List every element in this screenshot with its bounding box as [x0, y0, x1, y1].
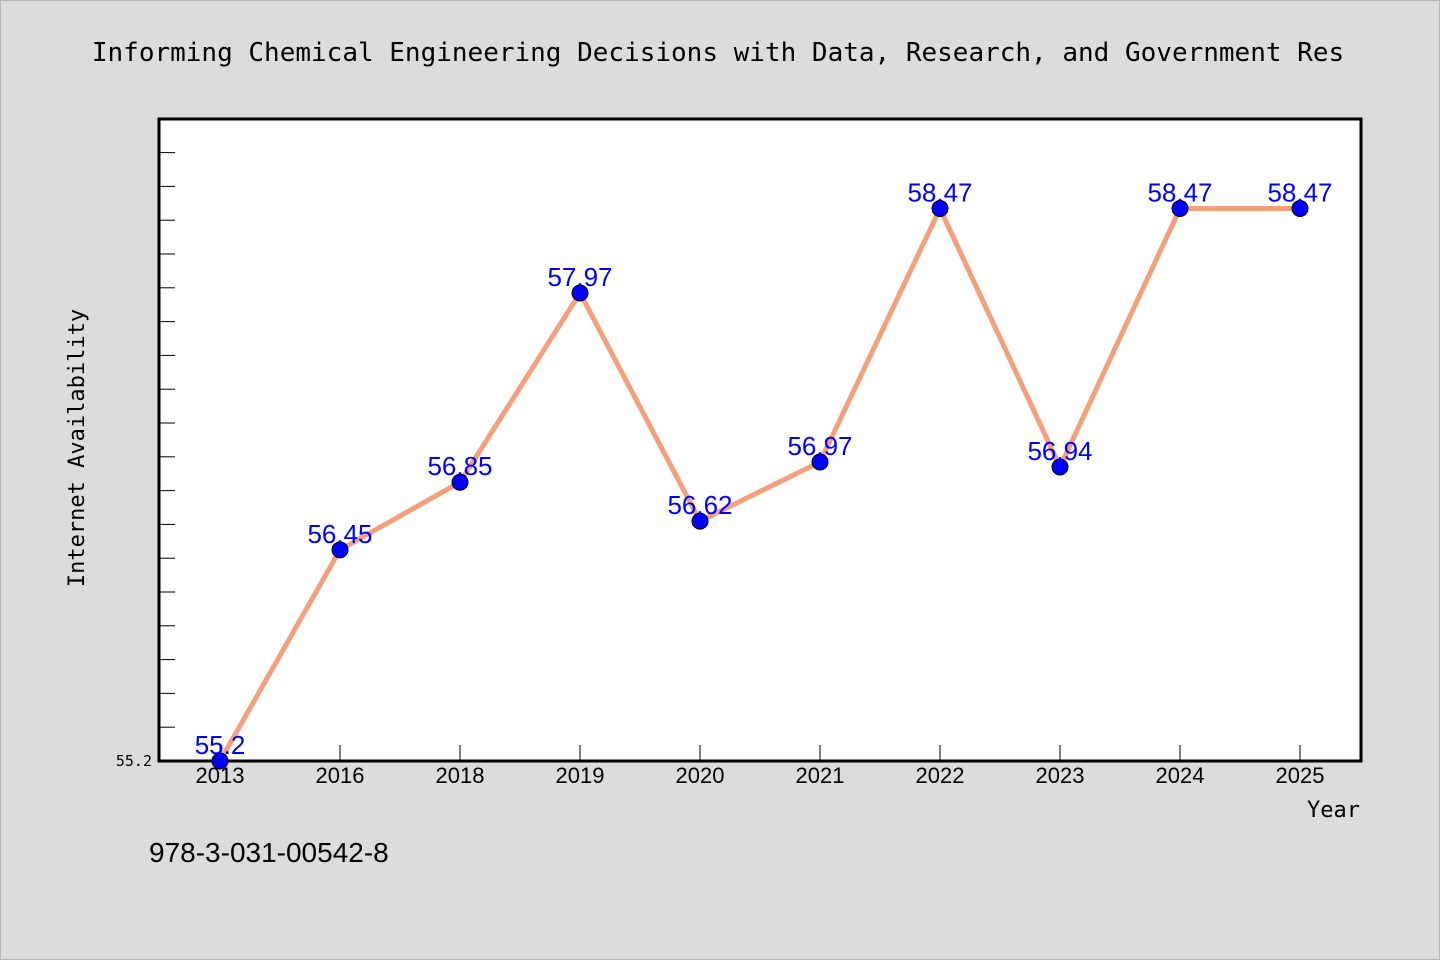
x-axis-ticks: [219, 745, 1301, 761]
data-point-marker: [811, 453, 829, 471]
data-label: 55.2: [195, 730, 246, 760]
x-tick-label: 2018: [436, 763, 485, 788]
data-label: 58.47: [1267, 178, 1332, 208]
y-axis-ticks: [159, 152, 175, 762]
series-line-group: [217, 206, 1303, 764]
x-tick-label: 2022: [916, 763, 965, 788]
data-label: 56.85: [427, 451, 492, 481]
data-label-group: 55.2 56.45 56.85 57.97 56.62 56.97 58.47 56.94 5…: [195, 178, 1333, 760]
data-label: 57.97: [547, 262, 612, 292]
isbn-footnote: 978-3-031-00542-8: [149, 837, 389, 868]
x-tick-label: 2021: [796, 763, 845, 788]
x-tick-label: 2019: [556, 763, 605, 788]
x-tick-label: 2023: [1036, 763, 1085, 788]
data-label: 58.47: [1147, 178, 1212, 208]
x-tick-label-group: 2013 2016 2018 2019 2020 2021 2022 2023 2024 2025: [196, 763, 1325, 788]
data-label: 56.45: [307, 519, 372, 549]
series-line: [217, 206, 1303, 764]
x-axis-title: Year: [1307, 798, 1360, 823]
data-point-marker: [451, 473, 469, 491]
data-point-marker: [1171, 200, 1189, 218]
data-point-marker: [691, 512, 709, 530]
y-axis-title: Internet Availability: [65, 309, 90, 587]
data-label: 56.97: [787, 431, 852, 461]
data-point-marker: [571, 284, 589, 302]
data-label: 56.62: [667, 490, 732, 520]
x-tick-label: 2025: [1276, 763, 1325, 788]
marker-group: [211, 200, 1309, 770]
x-tick-label: 2013: [196, 763, 245, 788]
data-point-marker: [931, 200, 949, 218]
x-tick-label: 2020: [676, 763, 725, 788]
data-point-marker: [211, 752, 229, 770]
data-point-marker: [1291, 200, 1309, 218]
chart-title: Informing Chemical Engineering Decisions…: [92, 38, 1344, 68]
y-tick-label: 55.2: [116, 752, 152, 770]
x-tick-label: 2016: [316, 763, 365, 788]
data-point-marker: [331, 541, 349, 559]
data-point-marker: [1051, 458, 1069, 476]
plot-area: [157, 117, 1363, 763]
data-label: 56.94: [1027, 436, 1092, 466]
data-label: 58.47: [907, 178, 972, 208]
x-tick-label: 2024: [1156, 763, 1205, 788]
